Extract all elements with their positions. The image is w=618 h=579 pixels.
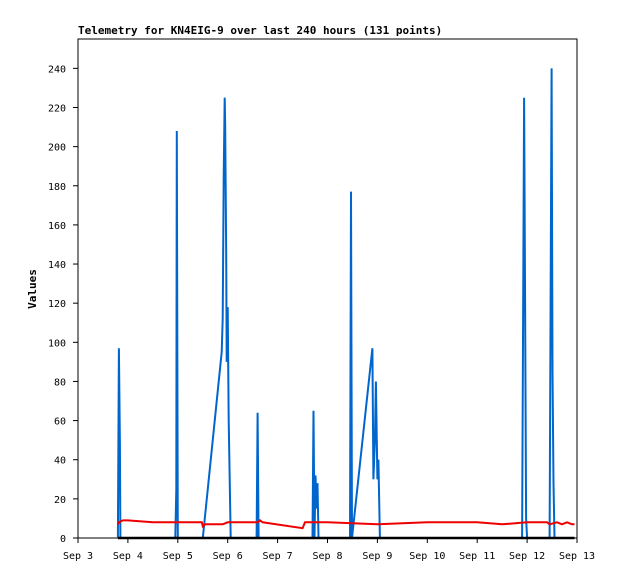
x-tick-label: Sep 12: [509, 551, 545, 562]
y-tick-label: 220: [48, 103, 66, 114]
y-tick-label: 160: [48, 221, 66, 232]
x-tick-label: Sep 13: [559, 551, 595, 562]
x-tick-label: Sep 9: [362, 551, 392, 562]
plot-area: [77, 38, 578, 539]
x-tick-label: Sep 8: [312, 551, 342, 562]
series-layer: [116, 68, 575, 540]
x-tick-label: Sep 3: [63, 551, 93, 562]
x-tick-label: Sep 7: [263, 551, 293, 562]
y-tick-label: 100: [48, 338, 66, 349]
y-tick-label: 40: [54, 456, 66, 467]
x-axis: Sep 3 Sep 4 Sep 5 Sep 6 Sep 7 Sep 8 Sep 9 Sep 1…: [63, 538, 595, 562]
x-tick-label: Sep 10: [409, 551, 445, 562]
y-tick-label: 140: [48, 260, 66, 271]
y-tick-label: 80: [54, 377, 66, 388]
y-tick-label: 180: [48, 182, 66, 193]
series-line-2: [117, 519, 575, 530]
y-tick-label: 0: [60, 534, 66, 545]
chart-title: Telemetry for KN4EIG-9 over last 240 hou…: [78, 24, 442, 37]
x-tick-label: Sep 5: [163, 551, 193, 562]
y-axis: 0 20 40 60 80 100 120 140 160 180 200 220 240: [48, 64, 78, 545]
y-axis-label: Values: [26, 269, 39, 309]
x-tick-label: Sep 11: [459, 551, 495, 562]
x-tick-label: Sep 6: [213, 551, 243, 562]
x-tick-label: Sep 4: [113, 551, 143, 562]
y-tick-label: 60: [54, 417, 66, 428]
y-tick-label: 20: [54, 495, 66, 506]
y-tick-label: 120: [48, 299, 66, 310]
y-tick-label: 200: [48, 143, 66, 154]
y-tick-label: 240: [48, 64, 66, 75]
